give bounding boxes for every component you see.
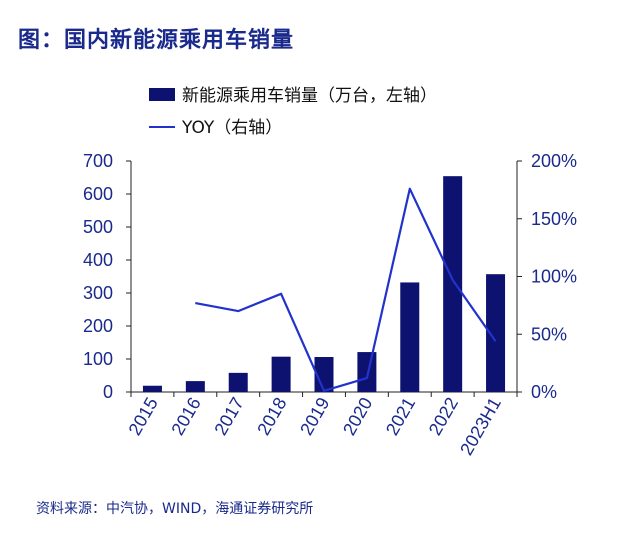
right-tick-label: 200% [531, 151, 577, 171]
bar [142, 385, 162, 392]
bar [185, 381, 205, 392]
legend-bar-label: 新能源乘用车销量（万台，左轴） [182, 86, 437, 106]
x-tick-label: 2023H1 [456, 394, 505, 459]
legend-bar-swatch [149, 88, 175, 101]
bar [271, 356, 291, 392]
left-tick-label: 200 [83, 316, 113, 336]
bar [443, 176, 463, 392]
axes: 0 100 200 300 400 500 600 700 0% 50% 100% 150% 200% [83, 151, 577, 402]
bar [486, 274, 506, 392]
x-tick-label: 2020 [339, 394, 376, 439]
bars [142, 176, 506, 392]
right-tick-label: 150% [531, 209, 577, 229]
bar [400, 282, 420, 392]
left-tick-label: 600 [83, 184, 113, 204]
legend: 新能源乘用车销量（万台，左轴） YOY（右轴） [149, 86, 437, 138]
yoy-line-group [195, 187, 497, 392]
left-tick-label: 300 [83, 283, 113, 303]
chart-title: 图：国内新能源乘用车销量 [18, 28, 295, 53]
right-tick-label: 100% [531, 267, 577, 287]
x-tick-label: 2015 [125, 394, 162, 439]
right-tick-label: 0% [531, 382, 557, 402]
x-tick-label: 2017 [210, 394, 247, 439]
left-tick-label: 100 [83, 349, 113, 369]
x-tick-label: 2016 [167, 394, 204, 439]
left-tick-label: 0 [103, 382, 113, 402]
x-tick-label: 2021 [382, 394, 419, 439]
x-tick-label: 2019 [296, 394, 333, 439]
bar [357, 352, 377, 392]
bar [228, 372, 248, 392]
yoy-line [195, 187, 497, 392]
bar [314, 357, 334, 392]
x-tick-label: 2022 [425, 394, 462, 439]
x-tick-label: 2018 [253, 394, 290, 439]
legend-line-label: YOY（右轴） [181, 118, 282, 138]
source-note: 资料来源：中汽协，WIND，海通证券研究所 [36, 501, 314, 517]
left-tick-label: 400 [83, 250, 113, 270]
left-tick-label: 700 [83, 151, 113, 171]
right-tick-label: 50% [531, 324, 567, 344]
left-tick-label: 500 [83, 217, 113, 237]
